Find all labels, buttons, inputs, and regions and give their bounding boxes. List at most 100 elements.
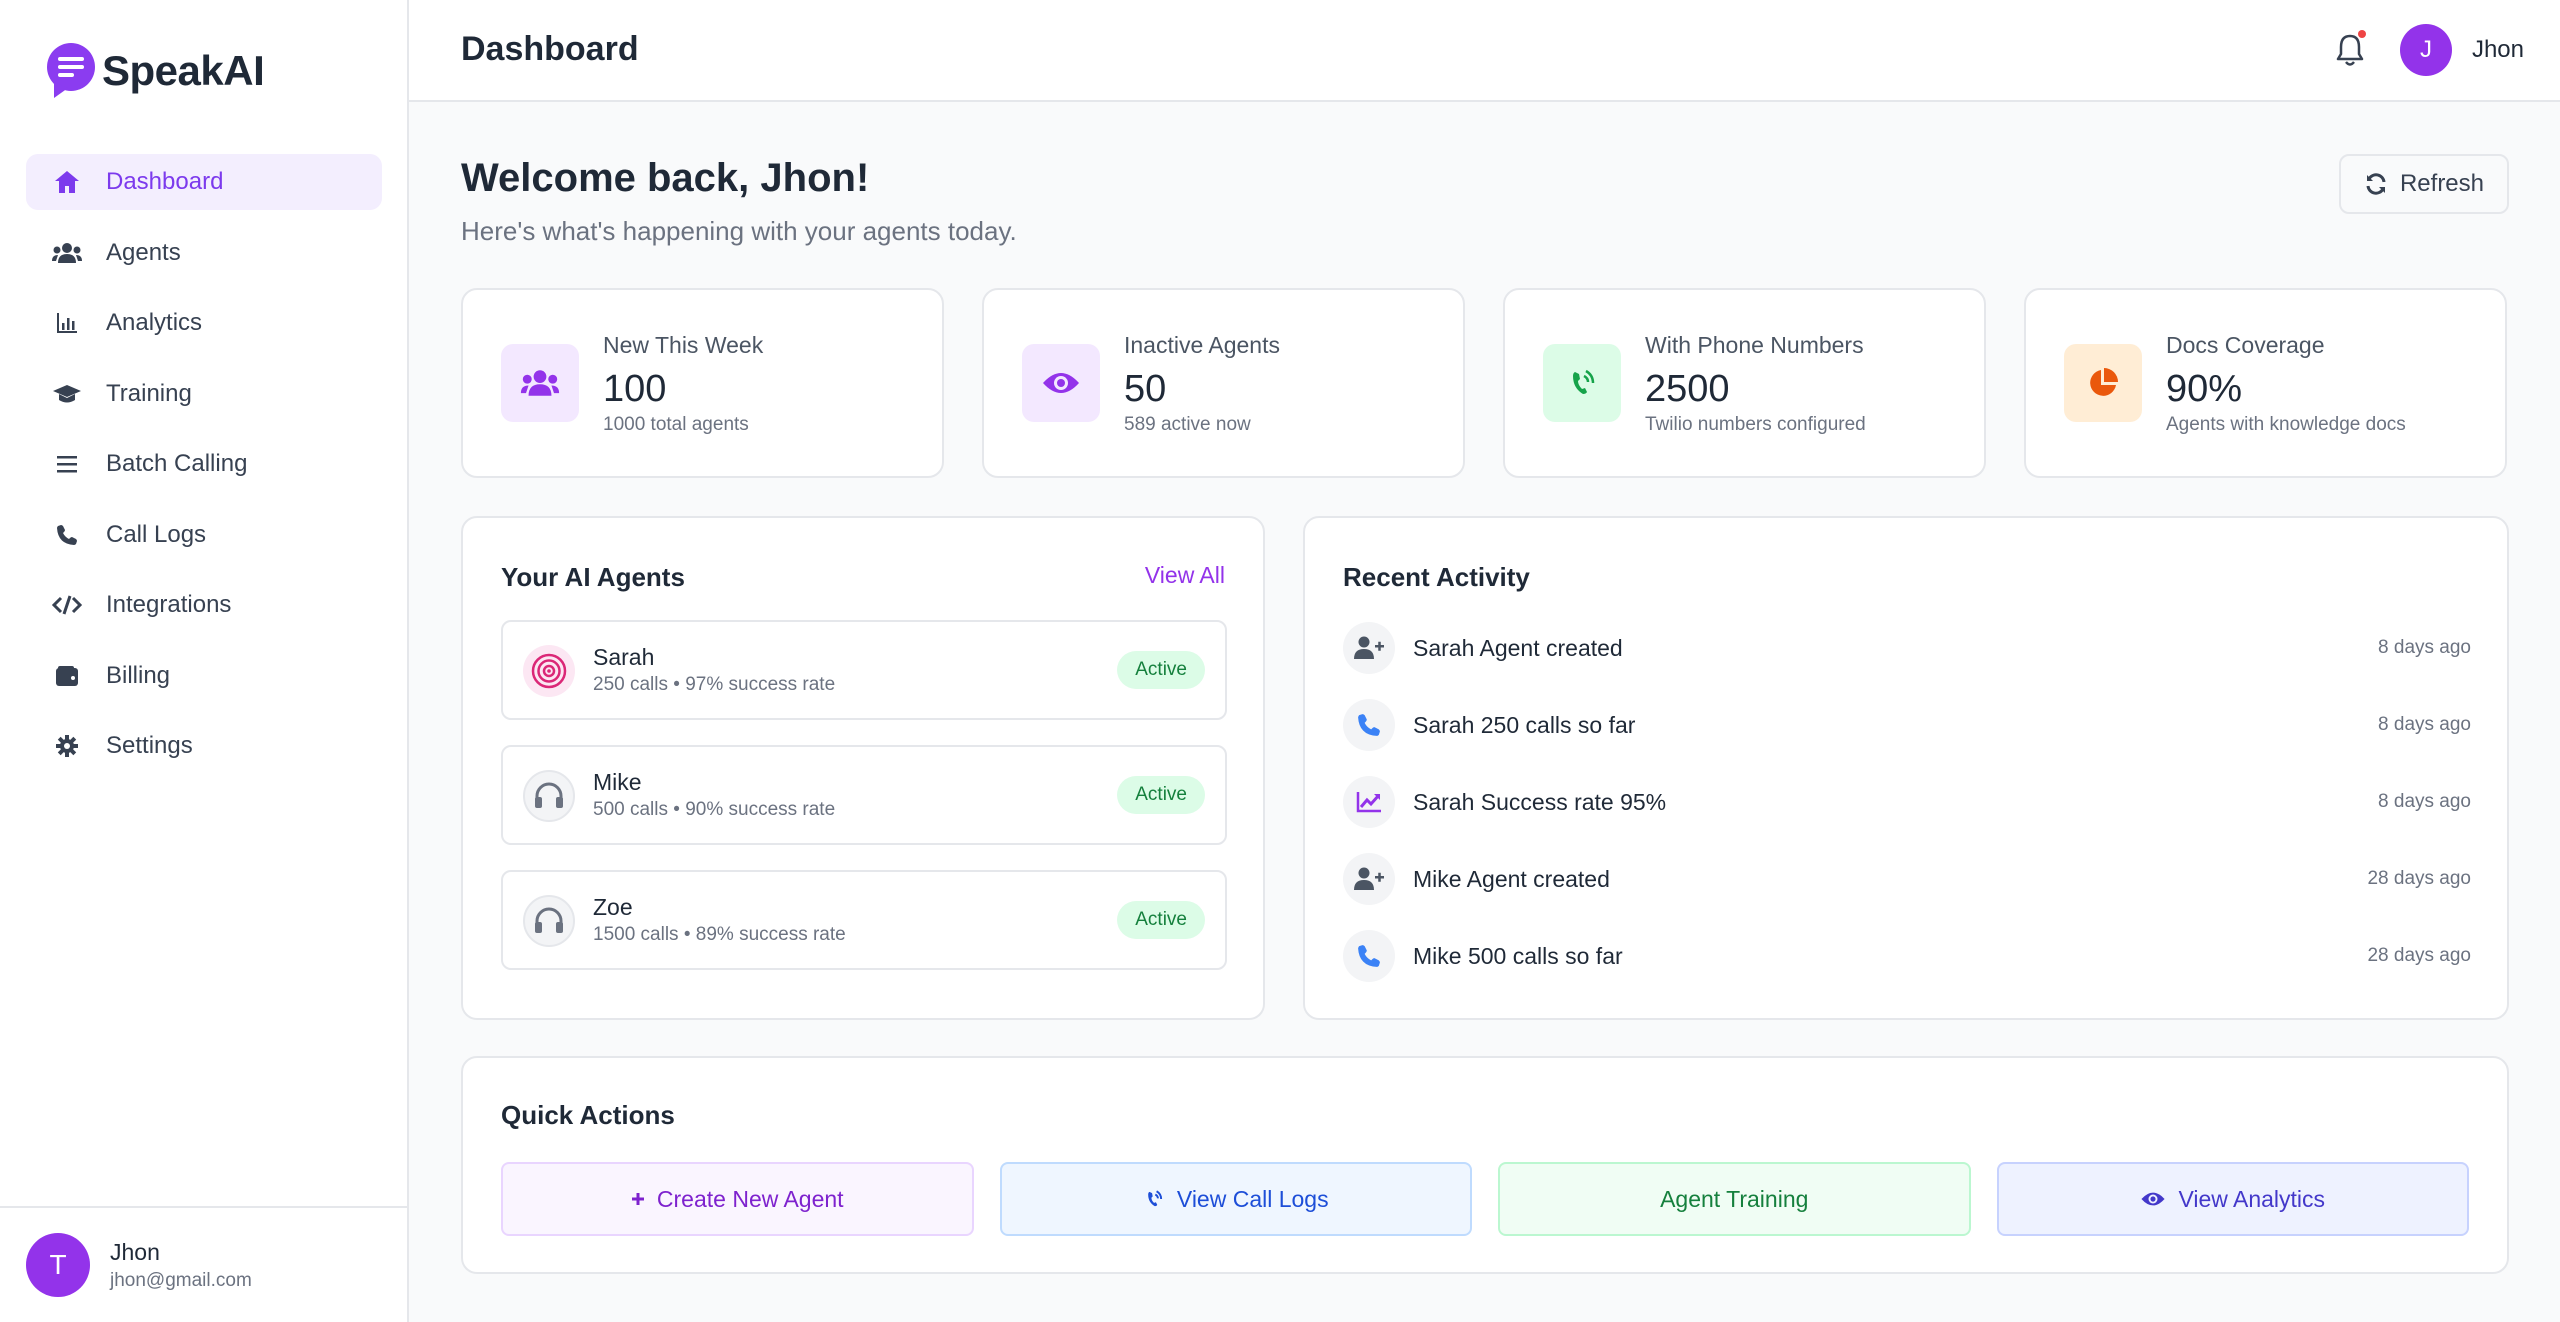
activity-item: Sarah Agent created 8 days ago	[1343, 622, 2471, 674]
stat-value: 50	[1124, 368, 1167, 410]
activity-text: Sarah Agent created	[1413, 634, 1623, 661]
sidebar-nav: Dashboard Agents Analytics Training Batc…	[26, 154, 382, 789]
quick-actions-row: Create New Agent View Call Logs Agent Tr…	[501, 1162, 2469, 1236]
button-label: View Call Logs	[1176, 1185, 1329, 1212]
activity-item: Mike 500 calls so far 28 days ago	[1343, 930, 2471, 982]
stat-card-docs-coverage: Docs Coverage 90% Agents with knowledge …	[2024, 288, 2507, 478]
header-user-name: Jhon	[2471, 36, 2524, 63]
agent-card-sarah[interactable]: Sarah 250 calls • 97% success rate Activ…	[501, 620, 1227, 720]
user-plus-icon	[1343, 853, 1395, 905]
agent-training-button[interactable]: Agent Training	[1498, 1162, 1971, 1236]
wallet-icon	[52, 661, 82, 691]
refresh-button[interactable]: Refresh	[2339, 154, 2509, 214]
stat-label: Inactive Agents	[1124, 332, 1280, 358]
status-badge: Active	[1117, 651, 1205, 689]
stat-label: New This Week	[603, 332, 764, 358]
logo-chat-icon	[44, 42, 98, 100]
sidebar-item-analytics[interactable]: Analytics	[26, 295, 382, 351]
activity-time: 28 days ago	[2367, 868, 2471, 889]
sidebar: SpeakAI Dashboard Agents Analytics Train…	[0, 0, 409, 1322]
sidebar-item-agents[interactable]: Agents	[26, 225, 382, 281]
notification-bell-icon[interactable]	[2330, 30, 2370, 70]
stat-label: Docs Coverage	[2166, 332, 2325, 358]
agent-name: Sarah	[593, 644, 655, 670]
activity-item: Sarah 250 calls so far 8 days ago	[1343, 699, 2471, 751]
sidebar-user-name: Jhon	[110, 1238, 160, 1265]
view-analytics-button[interactable]: View Analytics	[1996, 1162, 2469, 1236]
trend-chart-icon	[1343, 776, 1395, 828]
sidebar-item-settings[interactable]: Settings	[26, 718, 382, 774]
stat-value: 100	[603, 368, 667, 410]
sidebar-user[interactable]: T Jhon jhon@gmail.com	[0, 1206, 407, 1322]
sidebar-item-integrations[interactable]: Integrations	[26, 577, 382, 633]
agent-card-zoe[interactable]: Zoe 1500 calls • 89% success rate Active	[501, 870, 1227, 970]
sidebar-item-label: Dashboard	[106, 168, 224, 195]
sidebar-item-batch-calling[interactable]: Batch Calling	[26, 436, 382, 492]
activity-text: Mike 500 calls so far	[1413, 942, 1623, 969]
stats-row: New This Week 100 1000 total agents Inac…	[461, 288, 2509, 478]
sidebar-item-training[interactable]: Training	[26, 366, 382, 422]
headset-icon	[523, 770, 575, 822]
activity-text: Sarah 250 calls so far	[1413, 711, 1636, 738]
activity-time: 28 days ago	[2367, 945, 2471, 966]
agent-meta: 250 calls • 97% success rate	[593, 674, 836, 695]
agent-name: Zoe	[593, 894, 633, 920]
agent-meta: 1500 calls • 89% success rate	[593, 924, 846, 945]
target-icon	[523, 645, 575, 697]
activity-text: Sarah Success rate 95%	[1413, 788, 1667, 815]
header-user-menu[interactable]: J Jhon	[2399, 24, 2524, 76]
avatar: T	[26, 1233, 90, 1297]
status-badge: Active	[1117, 776, 1205, 814]
view-call-logs-button[interactable]: View Call Logs	[999, 1162, 1472, 1236]
stat-label: With Phone Numbers	[1645, 332, 1864, 358]
stat-sub: 1000 total agents	[603, 414, 749, 435]
sidebar-item-label: Analytics	[106, 309, 203, 336]
sidebar-item-billing[interactable]: Billing	[26, 648, 382, 704]
app-name: SpeakAI	[102, 47, 265, 94]
button-label: Create New Agent	[656, 1185, 844, 1212]
top-header: Dashboard J Jhon	[409, 0, 2560, 102]
list-icon	[52, 449, 82, 479]
phone-icon	[1343, 930, 1395, 982]
view-all-link[interactable]: View All	[1144, 562, 1225, 588]
page-title: Dashboard	[461, 30, 639, 68]
stat-sub: Agents with knowledge docs	[2166, 414, 2406, 435]
sidebar-item-label: Batch Calling	[106, 450, 248, 477]
button-label: Agent Training	[1660, 1185, 1809, 1212]
sidebar-user-info: Jhon jhon@gmail.com	[110, 1239, 252, 1292]
sidebar-item-dashboard[interactable]: Dashboard	[26, 154, 382, 210]
notification-dot	[2358, 30, 2366, 38]
sidebar-item-call-logs[interactable]: Call Logs	[26, 507, 382, 563]
sidebar-item-label: Settings	[106, 732, 193, 759]
eye-icon	[2141, 1192, 2166, 1206]
stat-card-inactive-agents: Inactive Agents 50 589 active now	[982, 288, 1465, 478]
pie-chart-icon	[2064, 344, 2142, 422]
users-icon	[501, 344, 579, 422]
stat-card-phone-numbers: With Phone Numbers 2500 Twilio numbers c…	[1503, 288, 1986, 478]
refresh-label: Refresh	[2399, 170, 2485, 197]
eye-icon	[1022, 344, 1100, 422]
phone-icon	[1343, 699, 1395, 751]
panel-title: Your AI Agents	[501, 562, 685, 592]
quick-actions-panel: Quick Actions Create New Agent View Call…	[461, 1056, 2509, 1274]
stat-value: 90%	[2166, 368, 2243, 410]
code-icon	[52, 590, 82, 620]
ai-agents-panel: Your AI Agents View All Sarah 250 calls …	[461, 516, 1265, 1020]
activity-time: 8 days ago	[2378, 791, 2471, 812]
bar-chart-icon	[52, 308, 82, 338]
sidebar-item-label: Call Logs	[106, 520, 207, 548]
welcome-subtitle: Here's what's happening with your agents…	[461, 216, 1017, 246]
graduation-cap-icon	[52, 379, 82, 409]
activity-item: Sarah Success rate 95% 8 days ago	[1343, 776, 2471, 828]
activity-text: Mike Agent created	[1413, 865, 1610, 892]
logo[interactable]: SpeakAI	[44, 42, 265, 100]
status-badge: Active	[1117, 901, 1205, 939]
stat-sub: Twilio numbers configured	[1645, 414, 1866, 435]
refresh-icon	[2366, 173, 2386, 195]
create-new-agent-button[interactable]: Create New Agent	[501, 1162, 974, 1236]
phone-icon	[52, 520, 82, 550]
panel-title: Recent Activity	[1343, 562, 1530, 592]
agent-card-mike[interactable]: Mike 500 calls • 90% success rate Active	[501, 745, 1227, 845]
recent-activity-panel: Recent Activity Sarah Agent created 8 da…	[1303, 516, 2509, 1020]
avatar: J	[2399, 24, 2452, 76]
